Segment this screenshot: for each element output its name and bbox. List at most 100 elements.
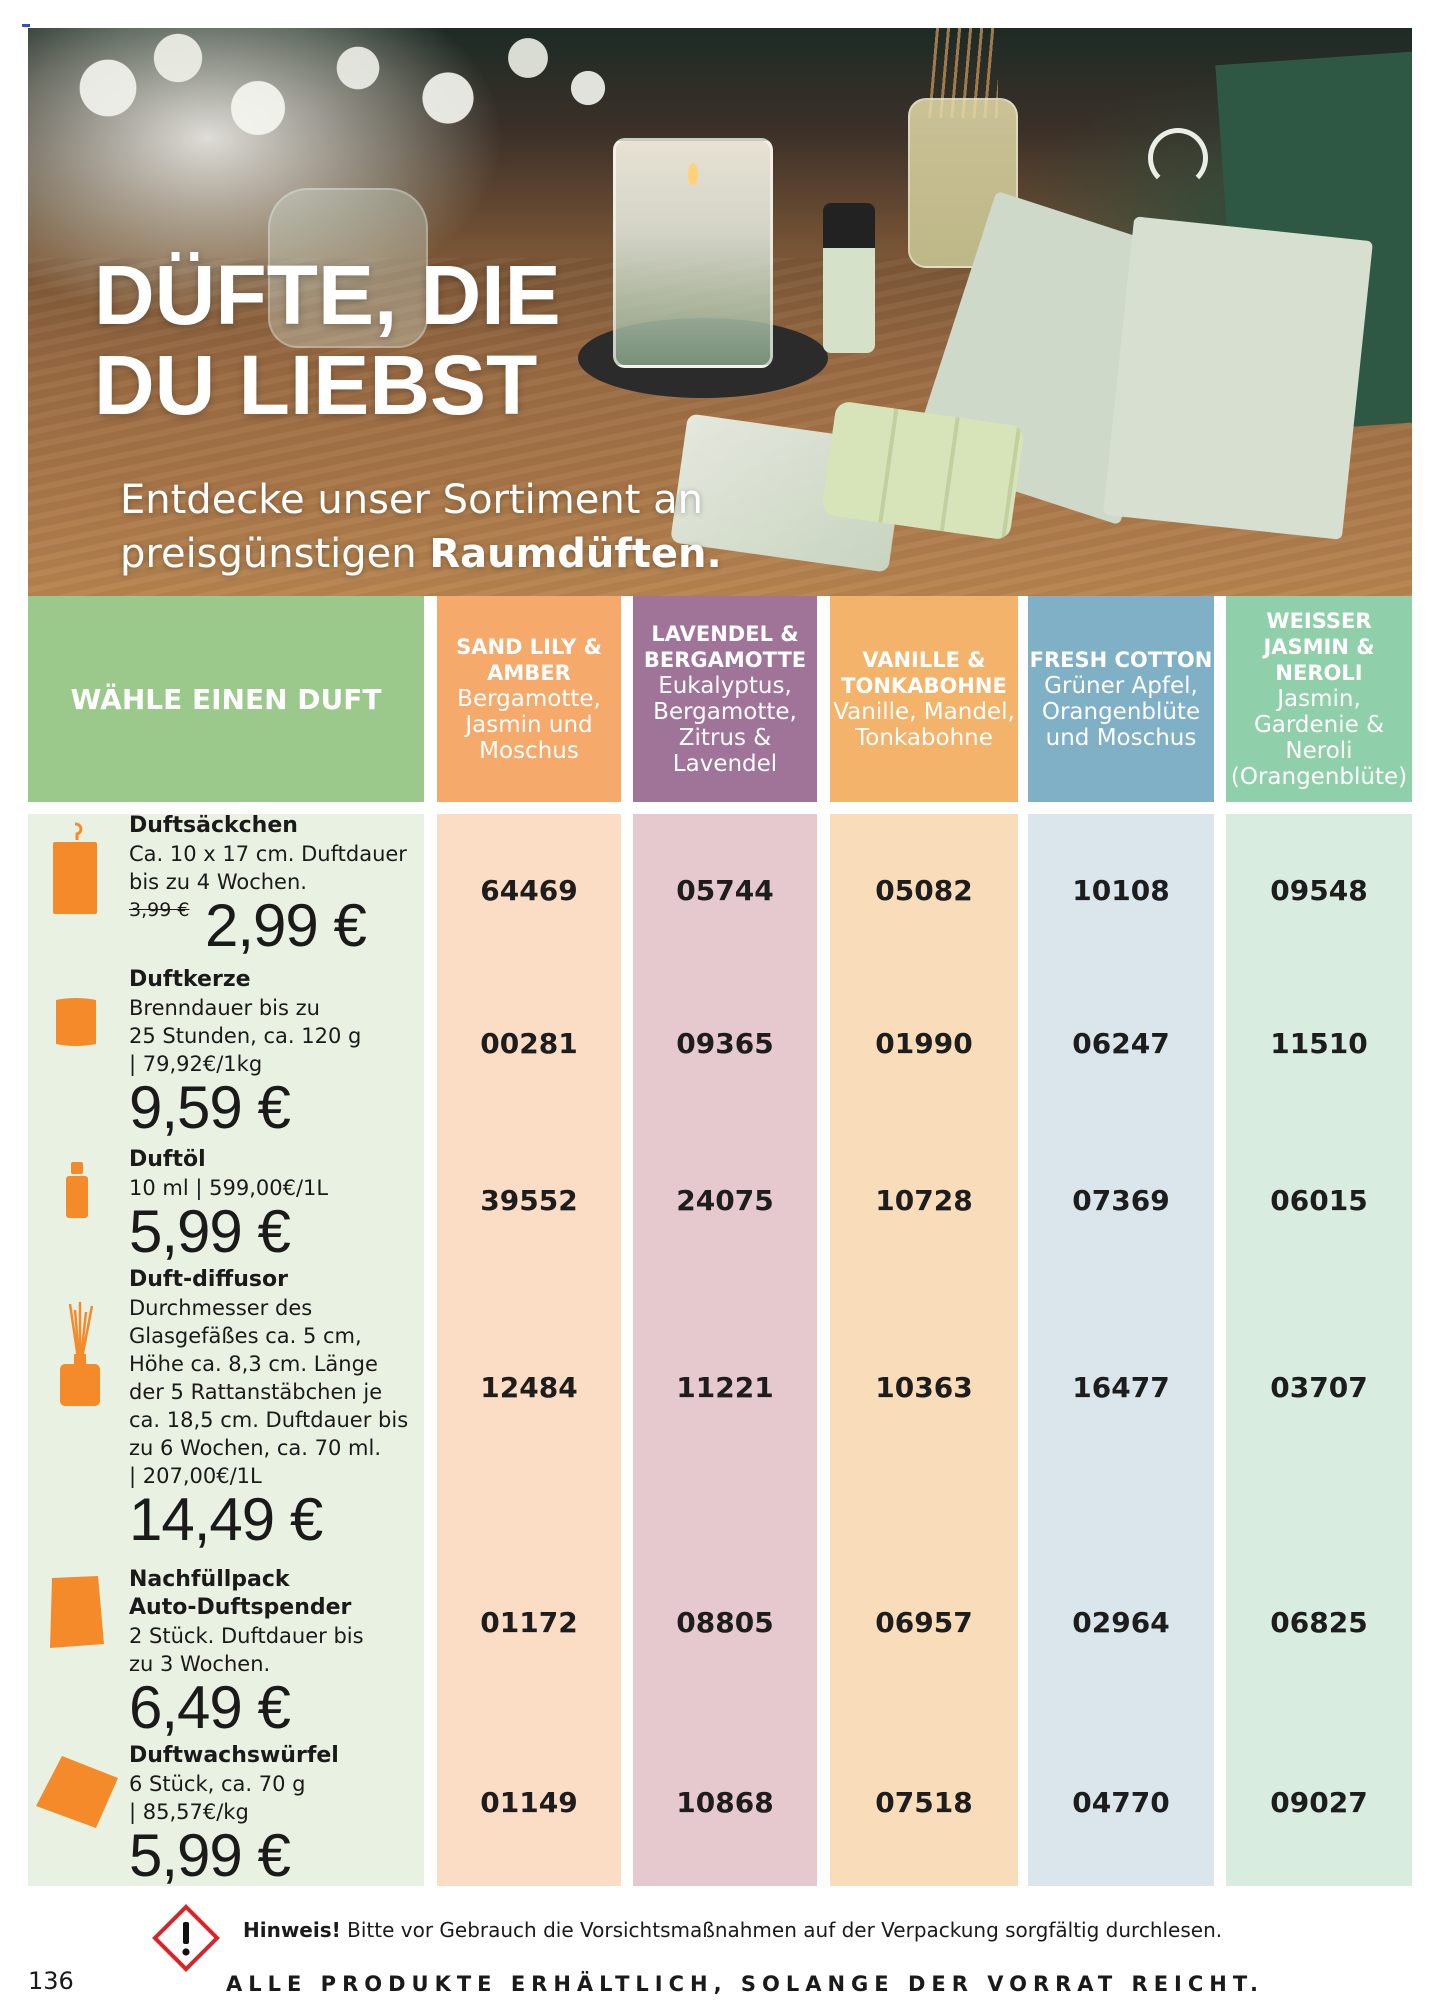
- safety-hint: Hinweis! Bitte vor Gebrauch die Vorsicht…: [243, 1918, 1222, 1942]
- article-code: 00281: [480, 1027, 578, 1060]
- product-duftoel: Duftöl 10 ml | 599,00€/1L 5,99 €: [28, 1146, 424, 1266]
- article-code: 09548: [1270, 874, 1368, 907]
- product-desc: 2 Stück. Duftdauer bis: [129, 1624, 364, 1648]
- scent-notes: Grüner Apfel, Orangenblüte und Moschus: [1041, 673, 1201, 751]
- hero-title-line1: DÜFTE, DIE: [94, 248, 561, 342]
- diffuser-photo: [908, 98, 1018, 268]
- product-price: 2,99 €: [205, 892, 367, 959]
- article-code: 07518: [875, 1786, 973, 1819]
- article-code: 02964: [1072, 1606, 1170, 1639]
- article-code: 10108: [1072, 874, 1170, 907]
- choose-scent-label: WÄHLE EINEN DUFT: [70, 682, 382, 716]
- article-code: 10868: [676, 1786, 774, 1819]
- article-code: 39552: [480, 1184, 578, 1217]
- product-desc: bis zu 4 Wochen.: [129, 870, 307, 894]
- product-name: Auto-Duftspender: [129, 1595, 352, 1620]
- article-code: 06247: [1072, 1027, 1170, 1060]
- choose-scent-header: WÄHLE EINEN DUFT: [28, 596, 424, 802]
- product-desc: Glasgefäßes ca. 5 cm,: [129, 1324, 362, 1348]
- product-name-line1: Nachfüllpack: [129, 1567, 290, 1592]
- hero-subtitle-line2: preisgünstigen Raumdüften.: [120, 527, 722, 581]
- article-code: 06015: [1270, 1184, 1368, 1217]
- product-price: 9,59 €: [129, 1074, 291, 1141]
- article-code: 64469: [480, 874, 578, 907]
- article-code: 04770: [1072, 1786, 1170, 1819]
- product-duftwachswuerfel: Duftwachswürfel 6 Stück, ca. 70 g | 85,5…: [28, 1742, 424, 1892]
- subtitle-prefix: preisgünstigen: [120, 531, 430, 577]
- article-code: 10363: [875, 1371, 973, 1404]
- scent-name: WEISSER JASMIN & NEROLI: [1263, 609, 1375, 685]
- product-desc: Durchmesser des: [129, 1296, 313, 1320]
- candle-icon: [56, 998, 96, 1046]
- product-desc: 10 ml | 599,00€/1L: [129, 1176, 329, 1200]
- article-code: 01990: [875, 1027, 973, 1060]
- product-name: Duftöl: [129, 1147, 206, 1172]
- hero-title: DÜFTE, DIE DU LIEBST: [94, 250, 561, 430]
- article-code: 09027: [1270, 1786, 1368, 1819]
- article-code: 10728: [875, 1184, 973, 1217]
- product-name: Duftkerze: [129, 967, 251, 992]
- sachet-photo-2: [1102, 216, 1374, 540]
- sachet-icon: [53, 822, 97, 914]
- product-desc: | 207,00€/1L: [129, 1464, 262, 1488]
- codes-column-vanille: 05082 01990 10728 10363 06957 07518: [830, 814, 1018, 1886]
- product-name: Duftwachswürfel: [129, 1743, 339, 1768]
- old-price: 3,99 €: [129, 899, 190, 921]
- hint-text: Bitte vor Gebrauch die Vorsichtsmaßnahme…: [340, 1918, 1223, 1942]
- product-name: Duftsäckchen: [129, 813, 298, 838]
- codes-column-weisser-jasmin: 09548 11510 06015 03707 06825 09027: [1226, 814, 1412, 1886]
- hero-title-line2: DU LIEBST: [94, 338, 538, 432]
- article-code: 07369: [1072, 1184, 1170, 1217]
- codes-column-lavendel: 05744 09365 24075 11221 08805 10868: [633, 814, 817, 1886]
- hero-subtitle: Entdecke unser Sortiment an preisgünstig…: [120, 473, 722, 581]
- article-code: 05744: [676, 874, 774, 907]
- subtitle-bold: Raumdüften.: [429, 531, 722, 577]
- article-code: 12484: [480, 1371, 578, 1404]
- article-code: 03707: [1270, 1371, 1368, 1404]
- article-code: 24075: [676, 1184, 774, 1217]
- product-desc: ca. 18,5 cm. Duftdauer bis: [129, 1408, 409, 1432]
- product-desc: Ca. 10 x 17 cm. Duftdauer: [129, 842, 407, 866]
- scent-notes: Vanille, Mandel, Tonkabohne: [833, 699, 1015, 751]
- product-duftsaeckchen: Duftsäckchen Ca. 10 x 17 cm. Duftdauer b…: [28, 812, 424, 962]
- article-code: 01172: [480, 1606, 578, 1639]
- product-label-column: [28, 814, 424, 1886]
- product-name: Duft-diffusor: [129, 1267, 288, 1292]
- product-auto-duftspender-refill: Nachfüllpack Auto-Duftspender 2 Stück. D…: [28, 1566, 424, 1746]
- codes-column-sand-lily: 64469 00281 39552 12484 01172 01149: [437, 814, 621, 1886]
- product-desc: Brenndauer bis zu: [129, 996, 320, 1020]
- candle-photo: [613, 138, 773, 368]
- scent-name: SAND LILY & AMBER: [456, 635, 602, 685]
- scent-header-lavendel: LAVENDEL & BERGAMOTTE Eukalyptus, Bergam…: [633, 596, 817, 802]
- scent-notes: Jasmin, Gardenie & Neroli (Orangenblüte): [1230, 686, 1408, 790]
- product-desc: der 5 Rattanstäbchen je: [129, 1380, 383, 1404]
- product-price: 6,49 €: [129, 1674, 291, 1741]
- product-duftkerze: Duftkerze Brenndauer bis zu 25 Stunden, …: [28, 966, 424, 1146]
- product-desc: 6 Stück, ca. 70 g: [129, 1772, 306, 1796]
- product-desc: 25 Stunden, ca. 120 g: [129, 1024, 362, 1048]
- product-desc: Höhe ca. 8,3 cm. Länge: [129, 1352, 378, 1376]
- article-code: 09365: [676, 1027, 774, 1060]
- car-refill-icon: [50, 1576, 104, 1648]
- page-marker: [22, 24, 30, 27]
- scent-header-fresh-cotton: FRESH COTTON Grüner Apfel, Orangenblüte …: [1028, 596, 1214, 802]
- wax-melt-icon: [36, 1756, 118, 1828]
- product-duft-diffusor: Duft-diffusor Durchmesser des Glasgefäße…: [28, 1266, 424, 1566]
- article-code: 05082: [875, 874, 973, 907]
- availability-disclaimer: ALLE PRODUKTE ERHÄLTLICH, SOLANGE DER VO…: [226, 1972, 1264, 1996]
- flowers-photo: [28, 28, 668, 268]
- scent-header-sand-lily: SAND LILY & AMBER Bergamotte, Jasmin und…: [437, 596, 621, 802]
- scent-name: FRESH COTTON: [1029, 648, 1213, 672]
- scent-header-vanille: VANILLE & TONKABOHNE Vanille, Mandel, To…: [830, 596, 1018, 802]
- product-price: 5,99 €: [129, 1198, 291, 1265]
- product-price: 14,49 €: [129, 1486, 323, 1553]
- article-code: 16477: [1072, 1371, 1170, 1404]
- scent-name: LAVENDEL & BERGAMOTTE: [643, 622, 807, 672]
- article-code: 08805: [676, 1606, 774, 1639]
- scent-name: VANILLE & TONKABOHNE: [841, 648, 1007, 698]
- hint-bold: Hinweis!: [243, 1918, 341, 1942]
- product-desc: | 85,57€/kg: [129, 1800, 249, 1824]
- hanger-hook-photo: [1148, 128, 1208, 188]
- product-desc: | 79,92€/1kg: [129, 1052, 263, 1076]
- hazard-warning-icon: [152, 1904, 220, 1972]
